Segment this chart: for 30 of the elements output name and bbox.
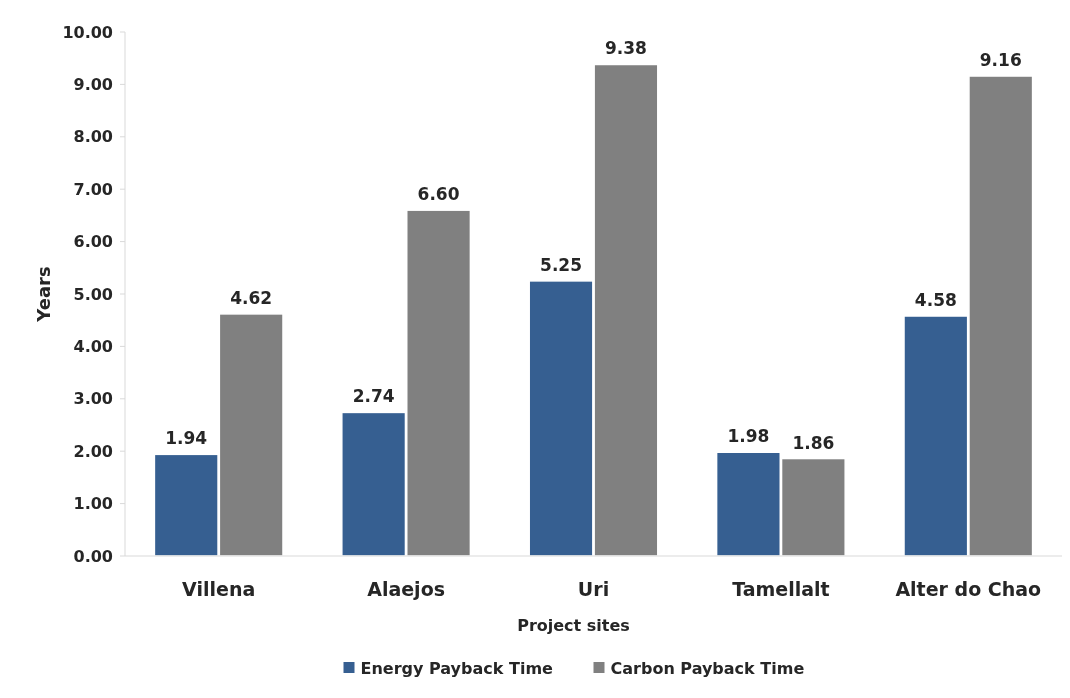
y-tick-label: 7.00 [73, 179, 113, 199]
x-tick-label: Villena [182, 578, 256, 600]
text: 5.25 [540, 254, 583, 275]
text: 2.74 [352, 386, 395, 407]
text: 9.16 [979, 50, 1022, 71]
y-tick-label: 5.00 [73, 284, 113, 304]
text: 1.86 [792, 432, 835, 453]
text: 6.60 [417, 184, 460, 205]
x-tick-label: Uri [577, 578, 610, 600]
legend-label: Carbon Payback Time [610, 658, 805, 678]
x-tick-label: Alaejos [367, 578, 446, 600]
y-tick-label: 0.00 [73, 546, 113, 566]
x-tick-label: Alter do Chao [895, 578, 1042, 600]
y-tick-label: 8.00 [73, 127, 113, 147]
y-tick-label: 1.00 [73, 494, 113, 514]
text: 1.94 [165, 428, 208, 449]
y-tick-label: 6.00 [73, 232, 113, 252]
x-tick-label: Tamellalt [732, 578, 830, 600]
y-axis-title: Years [33, 266, 54, 323]
y-tick-label: 9.00 [73, 75, 113, 94]
y-tick-label: 2.00 [73, 441, 113, 461]
y-tick-label: 4.00 [73, 337, 113, 356]
y-tick-label: 3.00 [73, 389, 113, 409]
text: 4.58 [914, 290, 957, 311]
x-axis-title: Project sites [517, 616, 630, 635]
text: 4.62 [230, 287, 273, 308]
text: 9.38 [604, 38, 647, 59]
legend-label: Energy Payback Time [360, 658, 554, 678]
text: 1.98 [727, 426, 770, 447]
y-tick-label: 10.00 [62, 22, 113, 42]
